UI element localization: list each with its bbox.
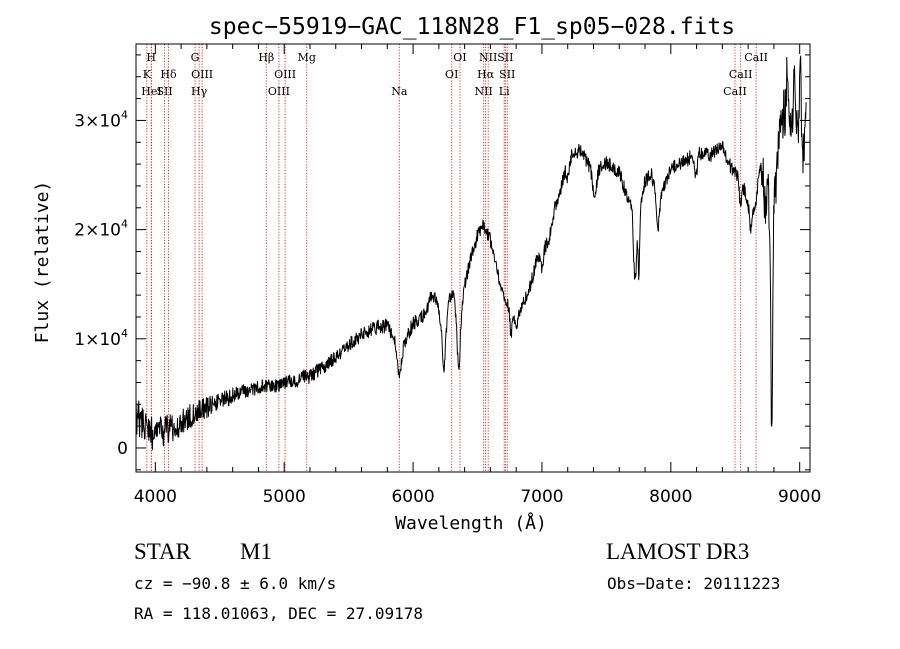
chart-title: spec−55919−GAC_118N28_F1_sp05−028.fits	[209, 14, 735, 40]
spectral-line-labels: KHHeISIIHδGHγOIIIHβOIIIOIIIMgNaOIOINIIHα…	[141, 51, 768, 98]
line-label: NII	[479, 51, 497, 64]
y-tick-mantissa: 3×10	[74, 111, 121, 131]
x-tick-labels: 4000 5000 6000 7000 8000 9000	[134, 487, 822, 507]
x-tick-label: 7000	[520, 487, 563, 507]
line-label: Li	[499, 85, 510, 98]
line-label: G	[191, 51, 200, 64]
y-axis-label: Flux (relative)	[32, 181, 53, 344]
y-tick-label: 0	[117, 439, 128, 459]
line-label: Hδ	[160, 68, 177, 81]
survey-name: LAMOST DR3	[606, 539, 750, 564]
line-label: OIII	[274, 68, 296, 81]
x-tick-label: 9000	[778, 487, 821, 507]
redshift-velocity: cz = −90.8 ± 6.0 km/s	[134, 574, 337, 593]
line-label: SII	[497, 51, 513, 64]
y-tick-label: 2×104	[74, 218, 128, 241]
line-label: OI	[453, 51, 466, 64]
x-tick-label: 8000	[649, 487, 692, 507]
line-label: OIII	[268, 85, 290, 98]
y-tick-exponent: 4	[121, 108, 128, 121]
line-label: HeI	[141, 85, 161, 98]
axis-ticks	[136, 44, 810, 472]
line-label: Hγ	[191, 85, 208, 98]
x-axis-label: Wavelength (Å)	[395, 512, 547, 534]
line-label: Hβ	[258, 51, 274, 64]
line-label: OIII	[191, 68, 213, 81]
spectral-line-markers	[146, 44, 757, 472]
line-label: SII	[156, 85, 172, 98]
object-subclass: M1	[240, 539, 272, 564]
line-label: K	[143, 68, 152, 81]
line-label: CaII	[723, 85, 747, 98]
line-label: CaII	[729, 68, 753, 81]
object-class: STAR	[134, 539, 191, 564]
line-label: Hα	[477, 68, 495, 81]
line-label: NII	[475, 85, 493, 98]
sky-coordinates: RA = 118.01063, DEC = 27.09178	[134, 604, 423, 623]
y-tick-label: 3×104	[74, 108, 128, 131]
line-label: Na	[391, 85, 408, 98]
y-tick-mantissa: 1×10	[74, 330, 121, 350]
y-tick-mantissa: 2×10	[74, 221, 121, 241]
x-tick-label: 5000	[263, 487, 306, 507]
line-label: OI	[445, 68, 458, 81]
plot-frame	[135, 43, 811, 473]
line-label: SII	[499, 68, 515, 81]
observation-date: Obs−Date: 20111223	[607, 574, 781, 593]
y-tick-label: 1×104	[74, 327, 128, 350]
line-label: Mg	[298, 51, 316, 64]
line-label: H	[146, 51, 156, 64]
y-tick-exponent: 4	[121, 327, 128, 340]
spectrum-line	[135, 55, 807, 451]
x-tick-label: 4000	[134, 487, 177, 507]
x-tick-label: 6000	[391, 487, 434, 507]
line-label: CaII	[744, 51, 768, 64]
y-tick-mantissa: 0	[117, 439, 128, 459]
y-tick-exponent: 4	[121, 218, 128, 231]
